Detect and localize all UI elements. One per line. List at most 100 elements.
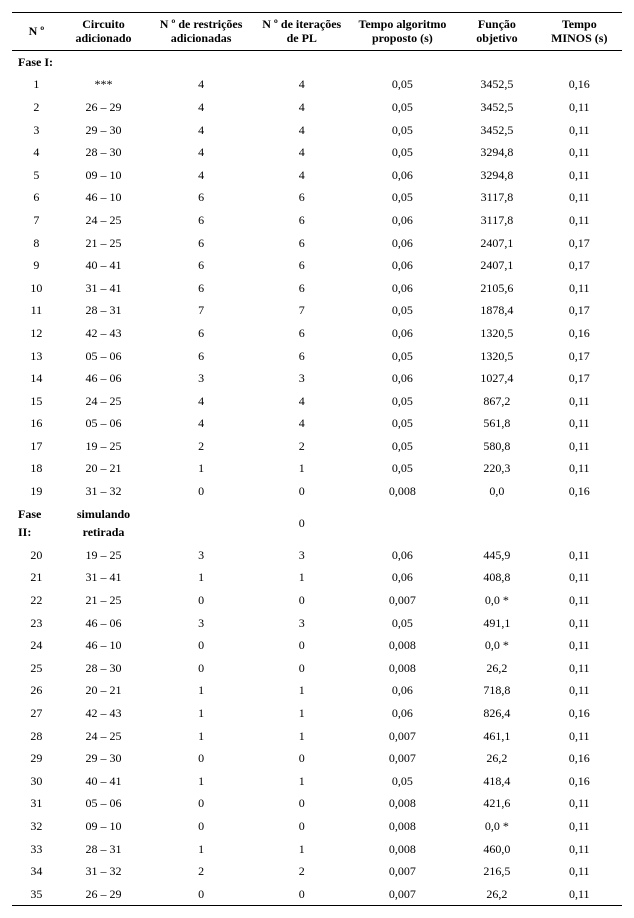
cell-funcao: 216,5	[457, 860, 536, 883]
cell-restricoes: 4	[146, 96, 256, 119]
cell-iteracoes: 1	[256, 770, 348, 793]
cell-iteracoes: 2	[256, 435, 348, 458]
cell-restricoes: 4	[146, 164, 256, 187]
table-row: 1931 – 32000,0080,00,16	[12, 480, 622, 503]
phase2-label: Fase II:	[12, 503, 61, 544]
table-row: 2742 – 43110,06826,40,16	[12, 702, 622, 725]
empty-cell	[457, 50, 536, 73]
cell-circuito: 20 – 21	[61, 679, 146, 702]
cell-tempo-minos: 0,11	[537, 209, 622, 232]
cell-iteracoes: 0	[256, 883, 348, 906]
cell-circuito: 19 – 25	[61, 435, 146, 458]
cell-tempo-minos: 0,17	[537, 299, 622, 322]
cell-iteracoes: 3	[256, 544, 348, 567]
cell-tempo-alg: 0,05	[347, 119, 457, 142]
cell-tempo-minos: 0,11	[537, 725, 622, 748]
cell-tempo-minos: 0,11	[537, 186, 622, 209]
cell-circuito: 21 – 25	[61, 232, 146, 255]
header-funcao: Função objetivo	[457, 13, 536, 51]
cell-restricoes: 0	[146, 883, 256, 906]
table-row: 3526 – 29000,00726,20,11	[12, 883, 622, 906]
cell-tempo-alg: 0,007	[347, 747, 457, 770]
cell-funcao: 3452,5	[457, 119, 536, 142]
table-row: 2019 – 25330,06445,90,11	[12, 544, 622, 567]
cell-funcao: 0,0 *	[457, 589, 536, 612]
cell-iteracoes: 1	[256, 457, 348, 480]
cell-restricoes: 1	[146, 770, 256, 793]
cell-iteracoes: 0	[256, 634, 348, 657]
cell-circuito: 42 – 43	[61, 702, 146, 725]
empty-cell	[61, 50, 146, 73]
cell-iteracoes: 4	[256, 412, 348, 435]
cell-tempo-minos: 0,11	[537, 412, 622, 435]
table-row: 2346 – 06330,05491,10,11	[12, 612, 622, 635]
cell-n: 21	[12, 566, 61, 589]
cell-tempo-alg: 0,06	[347, 277, 457, 300]
table-row: 1305 – 06660,051320,50,17	[12, 345, 622, 368]
cell-n: 35	[12, 883, 61, 906]
cell-funcao: 421,6	[457, 792, 536, 815]
phase2-header-it: 0	[256, 503, 348, 544]
cell-funcao: 826,4	[457, 702, 536, 725]
cell-tempo-alg: 0,06	[347, 254, 457, 277]
cell-iteracoes: 6	[256, 345, 348, 368]
cell-n: 5	[12, 164, 61, 187]
cell-iteracoes: 6	[256, 209, 348, 232]
cell-restricoes: 6	[146, 277, 256, 300]
cell-iteracoes: 0	[256, 815, 348, 838]
data-table: N º Circuito adicionado N º de restriçõe…	[12, 12, 622, 906]
cell-circuito: 05 – 06	[61, 345, 146, 368]
cell-circuito: 46 – 06	[61, 612, 146, 635]
cell-iteracoes: 4	[256, 96, 348, 119]
cell-n: 30	[12, 770, 61, 793]
cell-funcao: 580,8	[457, 435, 536, 458]
cell-tempo-minos: 0,16	[537, 747, 622, 770]
cell-tempo-minos: 0,16	[537, 702, 622, 725]
phase1-label: Fase I:	[12, 50, 61, 73]
cell-tempo-alg: 0,008	[347, 815, 457, 838]
cell-restricoes: 4	[146, 119, 256, 142]
cell-circuito: 24 – 25	[61, 209, 146, 232]
cell-circuito: 40 – 41	[61, 254, 146, 277]
cell-iteracoes: 0	[256, 747, 348, 770]
empty-cell	[146, 50, 256, 73]
cell-tempo-minos: 0,11	[537, 883, 622, 906]
cell-n: 20	[12, 544, 61, 567]
cell-iteracoes: 4	[256, 164, 348, 187]
cell-n: 8	[12, 232, 61, 255]
cell-tempo-minos: 0,11	[537, 679, 622, 702]
cell-tempo-alg: 0,007	[347, 589, 457, 612]
cell-n: 16	[12, 412, 61, 435]
cell-funcao: 460,0	[457, 838, 536, 861]
cell-funcao: 867,2	[457, 390, 536, 413]
table-row: 428 – 30440,053294,80,11	[12, 141, 622, 164]
table-row: 329 – 30440,053452,50,11	[12, 119, 622, 142]
cell-tempo-minos: 0,11	[537, 860, 622, 883]
cell-restricoes: 6	[146, 209, 256, 232]
cell-circuito: 28 – 31	[61, 838, 146, 861]
cell-funcao: 3117,8	[457, 209, 536, 232]
cell-n: 23	[12, 612, 61, 635]
cell-circuito: ***	[61, 73, 146, 96]
cell-tempo-alg: 0,06	[347, 679, 457, 702]
cell-tempo-alg: 0,007	[347, 725, 457, 748]
cell-tempo-minos: 0,11	[537, 435, 622, 458]
cell-n: 19	[12, 480, 61, 503]
cell-funcao: 26,2	[457, 883, 536, 906]
table-row: 3040 – 41110,05418,40,16	[12, 770, 622, 793]
cell-n: 27	[12, 702, 61, 725]
cell-n: 33	[12, 838, 61, 861]
cell-circuito: 29 – 30	[61, 747, 146, 770]
cell-iteracoes: 2	[256, 860, 348, 883]
cell-circuito: 31 – 41	[61, 566, 146, 589]
cell-iteracoes: 0	[256, 589, 348, 612]
cell-n: 29	[12, 747, 61, 770]
cell-iteracoes: 1	[256, 838, 348, 861]
table-row: 509 – 10440,063294,80,11	[12, 164, 622, 187]
table-row: 3209 – 10000,0080,0 *0,11	[12, 815, 622, 838]
cell-iteracoes: 6	[256, 277, 348, 300]
cell-tempo-alg: 0,06	[347, 702, 457, 725]
cell-circuito: 31 – 41	[61, 277, 146, 300]
cell-iteracoes: 0	[256, 480, 348, 503]
table-row: 1242 – 43660,061320,50,16	[12, 322, 622, 345]
